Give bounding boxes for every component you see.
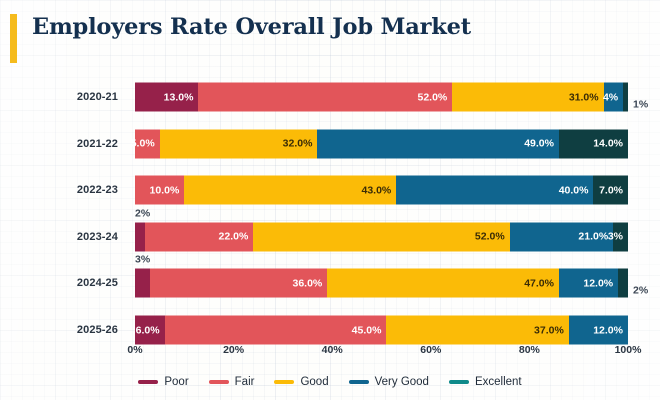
legend-label: Good	[300, 376, 329, 388]
legend-label: Fair	[234, 376, 255, 388]
stacked-bar: 13.0% 52.0% 31.0% 4% 1%	[135, 82, 648, 112]
segment-value-label: 7.0%	[599, 184, 623, 197]
category-label: 2024-25	[76, 277, 118, 290]
bar-segment-good[interactable]: 47.0%	[327, 268, 559, 298]
legend-label: Very Good	[374, 376, 429, 388]
legend-swatch-icon	[348, 380, 369, 384]
x-axis-tick: 100%	[614, 344, 642, 356]
stacked-bar: 2% 22.0% 52.0% 21.0% 3%	[135, 207, 628, 252]
segment-value-label: 4%	[602, 91, 619, 103]
stacked-bar: 3% 36.0% 47.0% 12.0% 2%	[135, 254, 648, 298]
chart-legend: Poor Fair Good Very Good Excellent	[0, 376, 660, 388]
segment-value-label: 49.0%	[524, 137, 554, 150]
segment-value-label: 40.0%	[558, 184, 589, 197]
bar-segment-poor[interactable]: 2%	[135, 207, 150, 252]
legend-swatch-icon	[274, 380, 295, 384]
bar-row: 2023-24 2% 22.0% 52.0% 21.0% 3%	[0, 207, 660, 260]
segment-value-label: 6.0%	[135, 324, 160, 336]
segment-value-label: 31.0%	[568, 91, 599, 103]
bar-segment-poor[interactable]: 13.0%	[135, 82, 199, 112]
bar-segment-very-good[interactable]: 12.0%	[568, 315, 628, 345]
stacked-bar: 10.0% 43.0% 40.0% 7.0%	[135, 175, 628, 205]
bar-segment-fair[interactable]: 22.0%	[144, 222, 254, 252]
segment-value-label: 22.0%	[218, 230, 249, 243]
segment-value-label: 45.0%	[351, 324, 382, 336]
bar-segment-fair[interactable]: 10.0%	[135, 175, 185, 205]
legend-label: Poor	[164, 376, 189, 388]
legend-item-excellent[interactable]: Excellent	[448, 376, 522, 388]
legend-item-poor[interactable]: Poor	[138, 376, 189, 388]
segment-value-label: 13.0%	[163, 91, 194, 103]
legend-swatch-icon	[208, 380, 229, 384]
bar-segment-excellent[interactable]: 3%	[608, 222, 628, 252]
segment-value-label: 1%	[633, 98, 649, 111]
legend-item-very-good[interactable]: Very Good	[348, 376, 429, 388]
chart-title: Employers Rate Overall Job Market	[32, 14, 471, 40]
stacked-bar: 5.0% 32.0% 49.0% 14.0%	[131, 129, 628, 159]
bar-segment-poor[interactable]: 3%	[135, 254, 150, 298]
segment-value-label: 21.0%	[578, 230, 609, 243]
category-label: 2020-21	[76, 91, 118, 103]
bar-segment-good[interactable]: 32.0%	[159, 129, 318, 159]
legend-swatch-icon	[138, 380, 159, 384]
bar-segment-fair[interactable]: 45.0%	[164, 315, 387, 345]
segment-value-label: 32.0%	[282, 137, 313, 150]
bar-segment-fair[interactable]: 52.0%	[198, 82, 453, 112]
stacked-bar: 6.0% 45.0% 37.0% 12.0%	[135, 315, 628, 345]
x-axis: 0% 20% 40% 60% 80% 100%	[127, 344, 641, 360]
category-label: 2023-24	[76, 230, 118, 243]
segment-value-label: 2%	[135, 207, 151, 220]
legend-swatch-icon	[448, 380, 469, 384]
segment-value-label: 12.0%	[583, 277, 614, 290]
segment-value-label: 14.0%	[593, 137, 623, 150]
legend-item-good[interactable]: Good	[274, 376, 329, 388]
x-axis-tick: 80%	[518, 344, 540, 356]
category-label: 2021-22	[76, 137, 118, 150]
bar-segment-very-good[interactable]: 21.0%	[509, 222, 614, 252]
bar-row: 2020-21 13.0% 52.0% 31.0% 4% 1%	[0, 74, 660, 120]
bar-segment-very-good[interactable]: 4%	[602, 82, 624, 112]
segment-value-label: 52.0%	[417, 91, 448, 103]
bar-segment-very-good[interactable]: 49.0%	[317, 129, 559, 159]
segment-value-label: 52.0%	[474, 230, 505, 243]
bar-segment-poor[interactable]: 6.0%	[135, 315, 165, 345]
x-axis-tick: 20%	[223, 344, 245, 356]
segment-value-label: 3%	[607, 230, 623, 243]
segment-value-label: 12.0%	[593, 324, 623, 336]
segment-value-label: 10.0%	[149, 184, 180, 197]
bar-segment-good[interactable]: 52.0%	[253, 222, 510, 252]
bar-segment-excellent[interactable]: 14.0%	[558, 129, 628, 159]
bar-segment-excellent[interactable]: 1%	[623, 82, 648, 112]
bar-row: 2025-26 6.0% 45.0% 37.0% 12.0%	[0, 307, 660, 353]
bar-segment-very-good[interactable]: 40.0%	[396, 175, 594, 205]
bar-row: 2021-22 5.0% 32.0% 49.0% 14.0%	[0, 121, 660, 167]
segment-value-label: 36.0%	[292, 277, 323, 290]
bar-segment-good[interactable]: 31.0%	[452, 82, 604, 112]
legend-item-fair[interactable]: Fair	[208, 376, 255, 388]
segment-value-label: 37.0%	[534, 324, 564, 336]
x-axis-tick: 40%	[321, 344, 343, 356]
segment-value-label: 2%	[633, 284, 649, 297]
category-label: 2022-23	[76, 184, 118, 197]
bar-segment-excellent[interactable]: 2%	[618, 268, 648, 298]
legend-label: Excellent	[474, 376, 522, 388]
title-accent-bar	[10, 14, 17, 63]
segment-value-label: 47.0%	[524, 277, 554, 290]
x-axis-tick: 60%	[420, 344, 442, 356]
bar-segment-good[interactable]: 43.0%	[184, 175, 397, 205]
bar-segment-fair[interactable]: 36.0%	[149, 268, 328, 298]
bar-row: 2024-25 3% 36.0% 47.0% 12.0% 2%	[0, 254, 660, 306]
bar-row: 2022-23 10.0% 43.0% 40.0% 7.0%	[0, 167, 660, 213]
category-label: 2025-26	[76, 324, 118, 336]
bar-segment-fair[interactable]: 5.0%	[131, 129, 160, 159]
segment-value-label: 5.0%	[130, 137, 155, 150]
bar-segment-good[interactable]: 37.0%	[386, 315, 569, 345]
x-axis-tick: 0%	[127, 344, 143, 356]
segment-value-label: 3%	[135, 253, 151, 266]
segment-value-label: 43.0%	[361, 184, 392, 197]
bar-segment-very-good[interactable]: 12.0%	[558, 268, 619, 298]
bar-segment-excellent[interactable]: 7.0%	[593, 175, 628, 205]
